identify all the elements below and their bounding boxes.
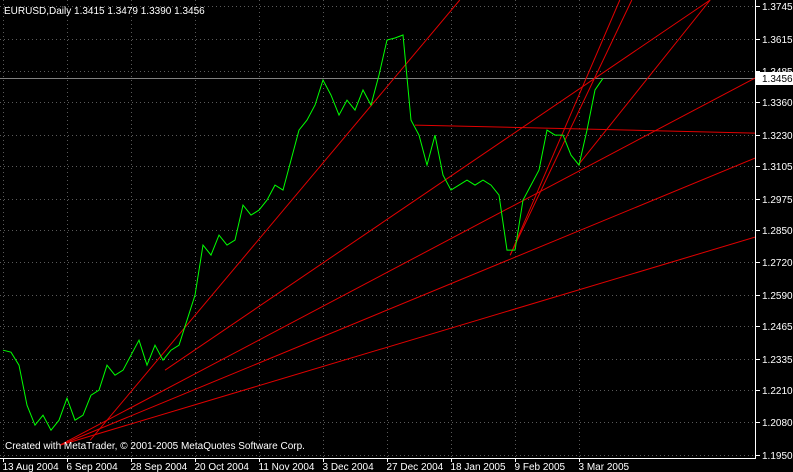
- x-tick-label: 9 Feb 2005: [515, 462, 566, 472]
- trend-line: [509, 0, 633, 256]
- y-tick-label: 1.2210: [762, 386, 793, 397]
- trend-line: [577, 0, 711, 166]
- x-tick-label: 11 Nov 2004: [259, 462, 315, 472]
- x-tick-label: 28 Sep 2004: [131, 462, 188, 472]
- x-tick-label: 20 Oct 2004: [195, 462, 250, 472]
- x-tick-label: 18 Jan 2005: [451, 462, 506, 472]
- trend-line: [59, 236, 755, 446]
- trend-line: [59, 157, 755, 446]
- current-price-label: 1.3456: [762, 74, 793, 85]
- x-tick-label: 6 Sep 2004: [67, 462, 119, 472]
- y-tick-label: 1.3745: [762, 2, 793, 13]
- y-tick-label: 1.2975: [762, 195, 793, 206]
- price-line: [2, 34, 604, 432]
- plot-area: [0, 0, 755, 446]
- trend-line: [89, 0, 461, 441]
- trend-line: [59, 77, 755, 446]
- y-tick-label: 1.1950: [762, 451, 793, 462]
- y-tick-label: 1.2335: [762, 355, 793, 366]
- y-tick-label: 1.2850: [762, 226, 793, 237]
- y-tick-label: 1.3105: [762, 162, 793, 173]
- x-tick-label: 3 Mar 2005: [579, 462, 630, 472]
- y-tick-label: 1.3615: [762, 35, 793, 46]
- y-tick-label: 1.2080: [762, 418, 793, 429]
- current-price-box: [756, 72, 793, 85]
- y-tick-label: 1.2590: [762, 291, 793, 302]
- y-tick-label: 1.2720: [762, 258, 793, 269]
- grid: [0, 0, 755, 458]
- trend-line: [164, 0, 711, 371]
- trend-line: [509, 0, 621, 256]
- x-tick-label: 13 Aug 2004: [3, 462, 60, 472]
- axes: 1.1950 1.2080 1.2210 1.2335 1.2465 1.2590 1.27…: [3, 2, 793, 472]
- trend-line: [414, 124, 755, 134]
- y-tick-label: 1.3360: [762, 98, 793, 109]
- x-tick-label: 3 Dec 2004: [323, 462, 375, 472]
- footer: Created with MetaTrader, © 2001-2005 Met…: [5, 441, 305, 452]
- chart-title: EURUSD,Daily 1.3415 1.3479 1.3390 1.3456: [4, 6, 205, 17]
- x-tick-label: 27 Dec 2004: [387, 462, 444, 472]
- y-tick-label: 1.3230: [762, 131, 793, 142]
- y-tick-label: 1.2465: [762, 322, 793, 333]
